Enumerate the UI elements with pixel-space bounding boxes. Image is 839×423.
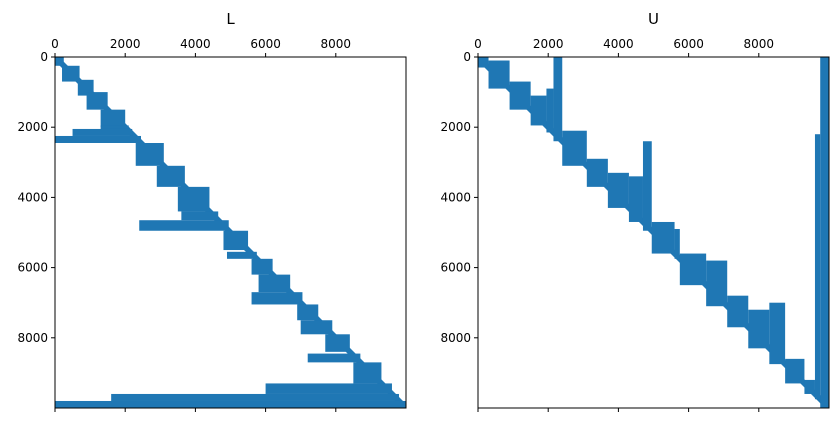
plot-u-x-tick-label: 4000 [603, 37, 634, 51]
plot-l-nonzero-block-4 [100, 109, 126, 128]
plot-u-nonzero-block-3 [530, 95, 547, 126]
plot-u-nonzero-block-11 [651, 221, 675, 254]
plot-u: U 0 2000 4000 6000 8000 0 2000 4000 6000 8000 [440, 10, 830, 412]
plot-l-nonzero-block-18 [297, 304, 319, 321]
plot-l-x-tick-label: 6000 [250, 37, 281, 51]
plot-u-nonzero-block-7 [586, 158, 608, 187]
plot-u-nonzero-block-18 [785, 358, 805, 384]
plot-l-y-tick-label: 8000 [17, 331, 48, 345]
plot-l-y-tick-label: 0 [40, 50, 48, 64]
plot-l-y-tick-label: 6000 [17, 261, 48, 275]
plot-l-nonzero-block-17 [251, 292, 303, 305]
plot-u-nonzero-block-8 [607, 172, 629, 208]
plot-l-x-tick-label: 0 [51, 37, 59, 51]
plot-u-nonzero-block-13 [679, 253, 707, 286]
plot-u-nonzero-block-2 [509, 81, 531, 110]
plot-u-x-tick-label: 2000 [533, 37, 564, 51]
plot-l-nonzero-block-6 [72, 128, 133, 136]
plot-l-nonzero-block-2 [77, 79, 94, 96]
plot-u-title: U [648, 10, 659, 28]
plot-l-nonzero-block-23 [265, 383, 392, 394]
plot-l-x-tick-label: 4000 [180, 37, 211, 51]
plot-u-x-tick-label: 0 [474, 37, 482, 51]
plot-l-nonzero-block-20 [325, 334, 350, 352]
plot-l-nonzero-block-24 [111, 393, 399, 401]
plot-u-nonzero-block-19 [804, 379, 815, 394]
plot-u-y-tick-label: 6000 [440, 261, 471, 275]
plot-u-y-tick-label: 2000 [440, 120, 471, 134]
plot-l-nonzero-block-21 [307, 353, 361, 363]
plot-l-nonzero-block-8 [135, 143, 164, 166]
plot-l-nonzero-block-10 [177, 186, 210, 212]
plot-u-y-tick-label: 8000 [440, 331, 471, 345]
plot-u-nonzero-block-0 [478, 57, 489, 68]
plot-l-nonzero-block-7 [55, 135, 141, 143]
plot-u-nonzero-block-1 [488, 60, 510, 89]
plot-u-nonzero-block-9 [628, 176, 643, 222]
plot-l-nonzero-block-1 [62, 65, 80, 82]
plot-u-nonzero-block-15 [727, 295, 749, 328]
plot-u-nonzero-block-10 [642, 141, 652, 231]
plot-u-y-tick-label: 4000 [440, 190, 471, 204]
plot-u-nonzero-block-6 [562, 130, 587, 166]
plot-l-nonzero-block-12 [139, 220, 229, 231]
plot-u-x-tick-label: 6000 [673, 37, 704, 51]
plot-l-nonzero-block-14 [226, 251, 257, 259]
plot-l-nonzero-block-15 [251, 258, 273, 275]
plot-l-x-tick-label: 8000 [321, 37, 352, 51]
plot-l-nonzero-block-22 [353, 362, 382, 384]
plot-l-y-tick-label: 4000 [17, 190, 48, 204]
plot-l-nonzero-block-11 [181, 211, 219, 221]
plot-l-nonzero-block-25 [55, 400, 406, 408]
plot-l-nonzero-block-0 [55, 57, 64, 66]
plot-u-nonzero-block-16 [748, 309, 770, 349]
plot-l-x-tick-label: 2000 [110, 37, 141, 51]
plot-l-nonzero-block-16 [258, 274, 291, 293]
plot-l-y-tick-label: 2000 [17, 120, 48, 134]
plot-u-nonzero-block-14 [706, 260, 728, 307]
plot-u-frame [477, 56, 830, 409]
plot-u-x-tick-label: 8000 [744, 37, 775, 51]
plot-u-nonzero-block-12 [674, 228, 680, 259]
plot-l-nonzero-block-13 [223, 230, 249, 251]
plot-l-nonzero-block-3 [86, 92, 108, 110]
plot-u-y-tick-label: 0 [463, 50, 471, 64]
plot-u-nonzero-block-21 [820, 57, 829, 408]
plot-l-nonzero-block-9 [156, 165, 185, 187]
plot-l-nonzero-block-5 [100, 125, 129, 131]
plot-l-nonzero-block-19 [300, 320, 333, 335]
plot-u-nonzero-block-4 [546, 88, 554, 133]
plot-l-title: L [226, 10, 235, 28]
plot-u-nonzero-block-5 [553, 57, 563, 142]
plot-u-nonzero-block-17 [769, 302, 786, 365]
plot-u-nonzero-block-20 [814, 134, 821, 400]
plot-l-frame [54, 56, 407, 409]
plot-l: L 0 2000 4000 6000 8000 0 2000 4000 6000 8000 [17, 10, 407, 412]
